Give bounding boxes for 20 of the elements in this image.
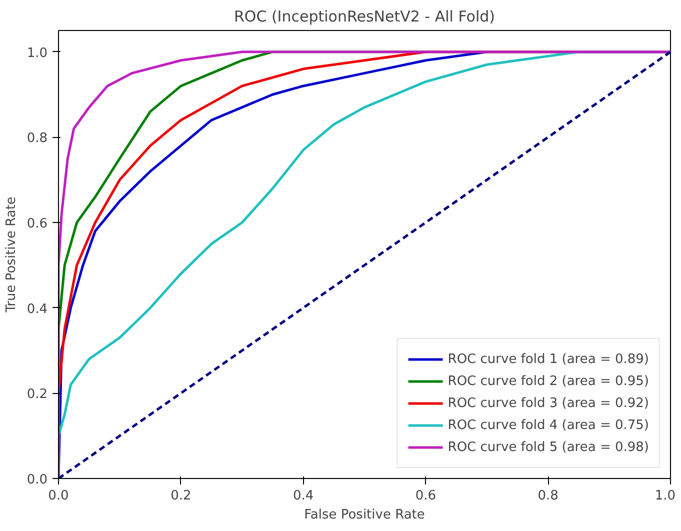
chart-title: ROC (InceptionResNetV2 - All Fold) <box>234 8 496 26</box>
x-tick-label: 0.0 <box>48 488 69 504</box>
x-tick-label: 1.0 <box>654 488 676 504</box>
legend-label: ROC curve fold 2 (area = 0.95) <box>448 374 649 388</box>
legend-label: ROC curve fold 5 (area = 0.98) <box>448 440 649 454</box>
legend-label: ROC curve fold 1 (area = 0.89) <box>448 352 649 366</box>
y-axis-title: True Positive Rate <box>4 196 19 314</box>
x-tick-label: 0.8 <box>538 488 558 504</box>
y-tick-label: 0.4 <box>26 302 48 317</box>
x-tick-label: 0.4 <box>292 488 314 504</box>
x-tick-label: 0.2 <box>170 488 192 504</box>
x-axis-title: False Positive Rate <box>304 508 425 522</box>
x-tick-label: 0.6 <box>415 488 436 504</box>
y-tick-label: 0.8 <box>26 131 48 146</box>
y-tick-label: 0.2 <box>26 387 48 402</box>
legend-label: ROC curve fold 4 (area = 0.75) <box>448 418 649 432</box>
y-tick-label: 1.0 <box>26 46 48 61</box>
y-tick-label: 0.0 <box>26 472 48 488</box>
legend-label: ROC curve fold 3 (area = 0.92) <box>448 396 649 410</box>
y-tick-label: 0.6 <box>26 216 48 232</box>
